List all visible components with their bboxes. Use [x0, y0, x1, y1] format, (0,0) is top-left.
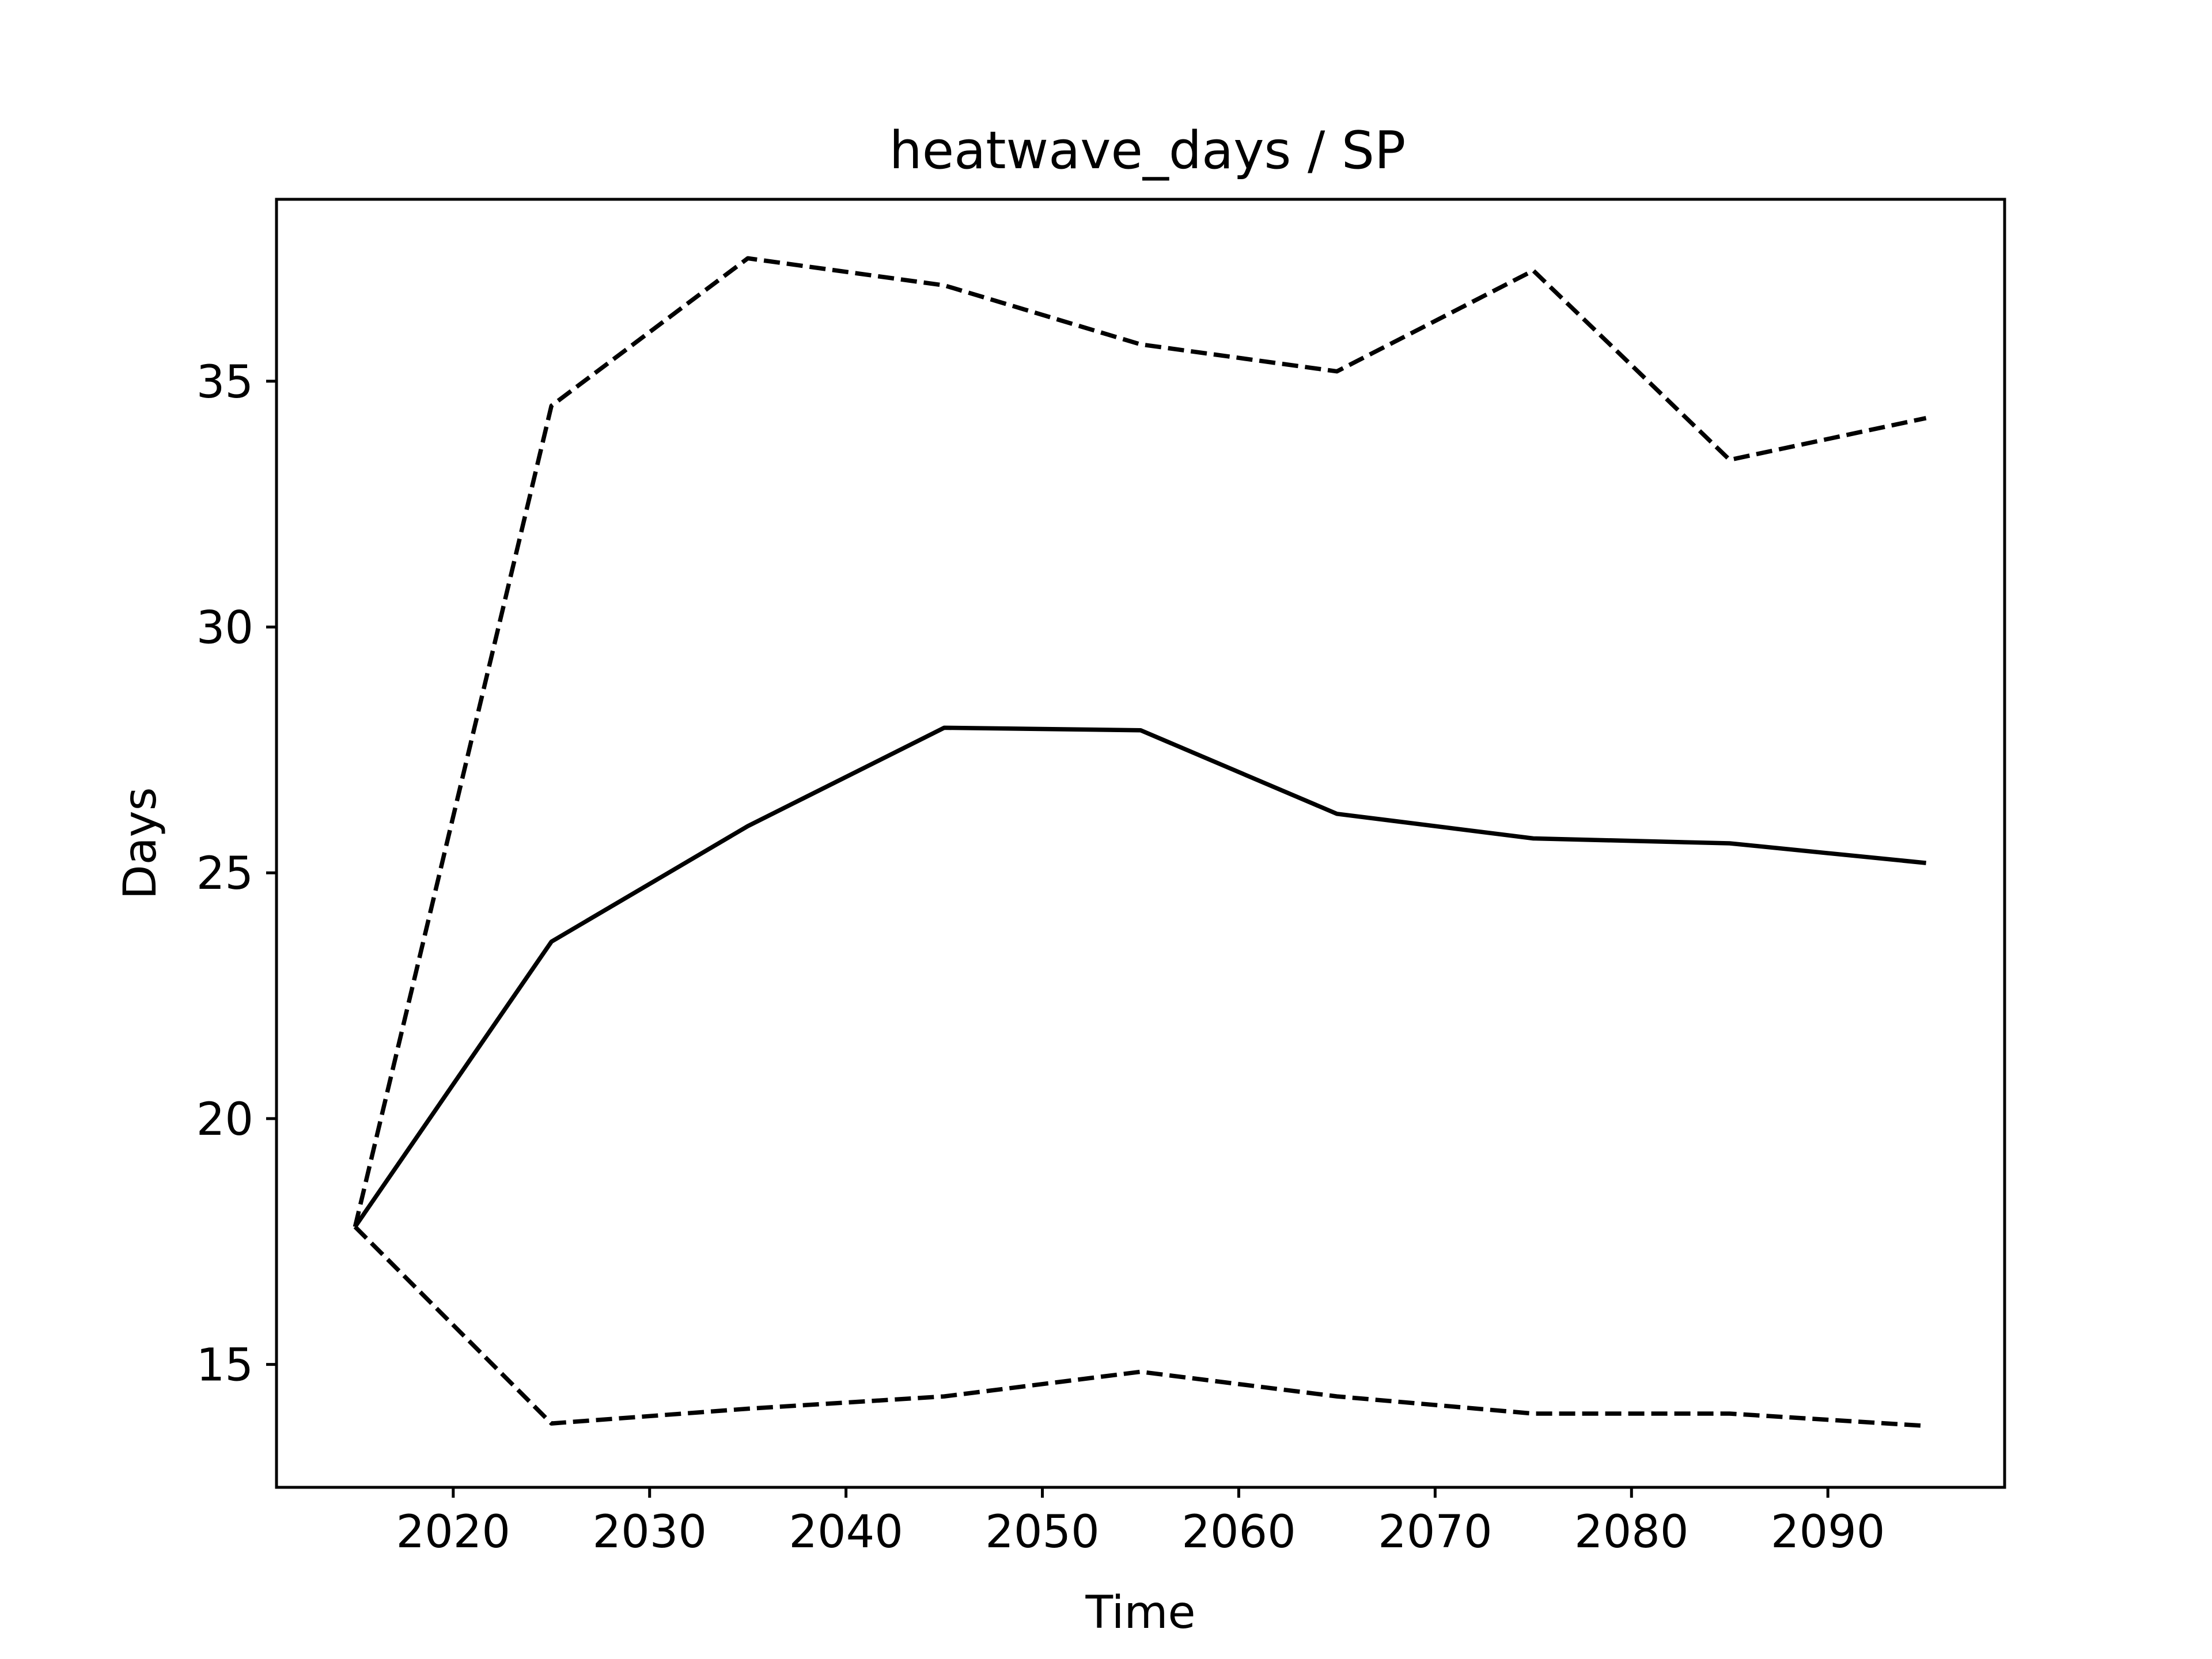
x-axis-ticks: 2020 2030 2040 2050 2060 2070 2080 2090 — [396, 1487, 1885, 1558]
y-tick-label: 25 — [196, 848, 253, 900]
x-tick-label: 2030 — [592, 1506, 707, 1558]
x-tick-label: 2050 — [985, 1506, 1100, 1558]
x-axis-label: Time — [1085, 1587, 1196, 1639]
x-tick-label: 2080 — [1574, 1506, 1689, 1558]
y-axis-label: Days — [115, 787, 166, 900]
plot-frame — [275, 198, 2006, 1489]
series-line-dashed-1 — [353, 256, 1927, 1228]
x-tick-label: 2020 — [396, 1506, 511, 1558]
y-tick-label: 35 — [196, 357, 253, 408]
chart-title: heatwave_days / SP — [889, 120, 1406, 181]
y-tick-label: 15 — [196, 1340, 253, 1392]
y-axis-ticks: 15 20 25 30 35 — [196, 357, 276, 1392]
series-layer — [353, 256, 1927, 1429]
x-tick-label: 2090 — [1771, 1506, 1885, 1558]
x-tick-label: 2060 — [1181, 1506, 1296, 1558]
x-tick-label: 2040 — [789, 1506, 903, 1558]
x-tick-label: 2070 — [1378, 1506, 1493, 1558]
y-tick-label: 20 — [196, 1094, 253, 1146]
y-tick-label: 30 — [196, 602, 253, 654]
series-line-solid-0 — [353, 725, 1926, 1228]
series-line-dashed-2 — [353, 1225, 1926, 1429]
